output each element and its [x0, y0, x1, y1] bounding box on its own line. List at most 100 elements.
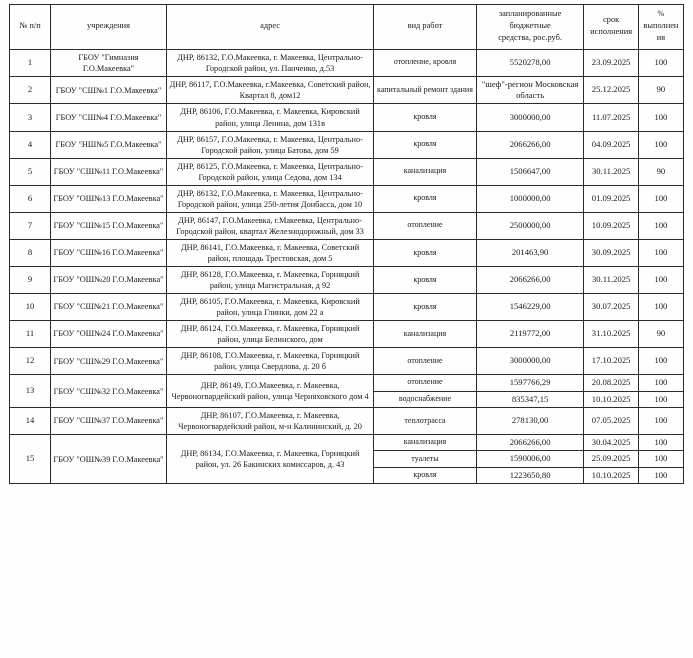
table-row: 2 ГБОУ "СШ№1 Г.О.Макеевка" ДНР, 86117, Г.О…: [8, 75, 685, 105]
column-header-budget: запланированные бюджетные средства, рос.…: [475, 4, 585, 50]
cell-deadline: 20.08.2025: [583, 374, 639, 392]
cell-budget: "шеф"-регион Московская область: [475, 75, 585, 105]
cell-institution: ГБОУ "СШ№15 Г.О.Макеевка": [50, 211, 167, 240]
table-header: № п/п учреждения адрес вид работ заплани…: [8, 4, 685, 50]
cell-deadline: 17.10.2025: [583, 347, 639, 376]
table-row: 4 ГБОУ "НШ№5 Г.О.Макеевка" ДНР, 86157, Г.О…: [8, 130, 685, 159]
cell-address: ДНР, 86125, Г.О.Макеевка, г. Макеевка, Ц…: [165, 157, 375, 186]
cell-work-type: канализация: [373, 433, 477, 452]
cell-percent: 100: [637, 390, 685, 408]
cell-percent: 100: [637, 238, 685, 267]
cell-deadline: 25.09.2025: [583, 450, 639, 468]
cell-deadline: 23.09.2025: [583, 48, 639, 77]
cell-deadline: 30.07.2025: [583, 292, 639, 321]
table-row: 15 ГБОУ "ОШ№39 Г.О.Макеевка" ДНР, 86134, Г…: [8, 433, 685, 485]
cell-address: ДНР, 86132, Г.О.Макеевка, г. Макеевка, Ц…: [165, 184, 375, 213]
table-row: 6 ГБОУ "ОШ№13 Г.О.Макеевка" ДНР, 86132, Г.…: [8, 184, 685, 213]
cell-number: 15: [8, 433, 52, 485]
cell-budget: 835347,15: [475, 390, 585, 408]
cell-percent: 100: [637, 347, 685, 376]
cell-institution: ГБОУ "СШ№29 Г.О.Макеевка": [50, 347, 167, 376]
table-row: 1 ГБОУ "Гимназия Г.О.Макеевка" ДНР, 86132,…: [8, 48, 685, 77]
cell-number: 6: [8, 184, 52, 213]
cell-institution: ГБОУ "СШ№21 Г.О.Макеевка": [50, 292, 167, 321]
header-text-percent-line3: ия: [656, 33, 666, 43]
cell-institution: ГБОУ "НШ№5 Г.О.Макеевка": [50, 130, 167, 159]
cell-percent: 100: [637, 292, 685, 321]
cell-budget: 201463,90: [475, 238, 585, 267]
table-row: 7 ГБОУ "СШ№15 Г.О.Макеевка" ДНР, 86147, Г.…: [8, 211, 685, 240]
cell-address: ДНР, 86107, Г.О.Макеевка, г. Макеевка, Ч…: [165, 406, 375, 436]
cell-institution: ГБОУ "ОШ№39 Г.О.Макеевка": [50, 433, 167, 485]
cell-deadline: 30.04.2025: [583, 433, 639, 452]
header-text-deadline-line1: срок: [603, 15, 620, 25]
cell-work-type: отопление, кровля: [373, 48, 477, 77]
header-text-address: адрес: [260, 21, 280, 31]
cell-budget: 2066266,00: [475, 265, 585, 294]
table-row: 12 ГБОУ "СШ№29 Г.О.Макеевка" ДНР, 86108, Г…: [8, 347, 685, 376]
cell-number: 7: [8, 211, 52, 240]
cell-address: ДНР, 86106, Г.О.Макеевка, г. Макеевка, К…: [165, 103, 375, 132]
column-header-deadline: срок исполнения: [583, 4, 639, 50]
cell-deadline: 10.10.2025: [583, 466, 639, 485]
cell-work-type: кровля: [373, 103, 477, 132]
table-row: кровля 1223650,80 10.10.2025 100: [10, 466, 685, 485]
header-text-budget-line3: средства, рос.руб.: [498, 33, 562, 43]
cell-institution: ГБОУ "ОШ№24 Г.О.Макеевка": [50, 319, 167, 349]
cell-institution: ГБОУ "СШ№11 Г.О.Макеевка": [50, 157, 167, 186]
cell-percent: 100: [637, 466, 685, 485]
cell-work-type: канализация: [373, 319, 477, 349]
cell-budget: 3000000,00: [475, 347, 585, 376]
cell-percent: 90: [637, 157, 685, 186]
cell-percent: 100: [637, 374, 685, 392]
cell-address: ДНР, 86149, Г.О.Макеевка, г. Макеевка, Ч…: [165, 374, 375, 408]
cell-budget: 3000000,00: [475, 103, 585, 132]
table-row: 5 ГБОУ "СШ№11 Г.О.Макеевка" ДНР, 86125, Г.…: [8, 157, 685, 186]
cell-institution: ГБОУ "СШ№16 Г.О.Макеевка": [50, 238, 167, 267]
cell-institution: ГБОУ "ОШ№13 Г.О.Макеевка": [50, 184, 167, 213]
cell-deadline: 10.10.2025: [583, 390, 639, 408]
column-header-address: адрес: [165, 4, 375, 50]
header-text-work-type: вид работ: [407, 21, 443, 31]
cell-institution: ГБОУ "СШ№37 Г.О.Макеевка": [50, 406, 167, 436]
cell-deadline: 01.09.2025: [583, 184, 639, 213]
cell-address: ДНР, 86128, Г.О.Макеевка, г. Макеевка, Г…: [165, 265, 375, 294]
table-body: 1 ГБОУ "Гимназия Г.О.Макеевка" ДНР, 86132,…: [8, 48, 685, 485]
cell-number: 3: [8, 103, 52, 132]
cell-institution: ГБОУ "СШ№32 Г.О.Макеевка": [50, 374, 167, 408]
cell-work-type: кровля: [373, 238, 477, 267]
table-row: 3 ГБОУ "СШ№4 Г.О.Макеевка" ДНР, 86106, Г.О…: [8, 103, 685, 132]
cell-work-type: отопление: [373, 347, 477, 376]
cell-deadline: 31.10.2025: [583, 319, 639, 349]
cell-percent: 100: [637, 265, 685, 294]
cell-number: 11: [8, 319, 52, 349]
cell-number: 5: [8, 157, 52, 186]
cell-work-type: кровля: [373, 265, 477, 294]
cell-number: 1: [8, 48, 52, 77]
cell-number: 2: [8, 75, 52, 105]
cell-address: ДНР, 86147, Г.О.Макеевка, г.Макеевка, Це…: [165, 211, 375, 240]
cell-deadline: 04.09.2025: [583, 130, 639, 159]
cell-institution: ГБОУ "СШ№4 Г.О.Макеевка": [50, 103, 167, 132]
cell-percent: 90: [637, 75, 685, 105]
cell-percent: 90: [637, 319, 685, 349]
cell-number: 9: [8, 265, 52, 294]
works-plan-table: № п/п учреждения адрес вид работ заплани…: [8, 4, 685, 485]
header-text-percent-line2: выполнен: [643, 21, 679, 31]
cell-budget: 1506647,00: [475, 157, 585, 186]
cell-address: ДНР, 86108, Г.О.Макеевка, г. Макеевка, Г…: [165, 347, 375, 376]
cell-percent: 100: [637, 211, 685, 240]
cell-work-type: кровля: [373, 184, 477, 213]
cell-work-type: туалеты: [373, 450, 477, 468]
cell-budget: 1590006,00: [475, 450, 585, 468]
cell-budget: 1546229,00: [475, 292, 585, 321]
cell-budget: 1597766,29: [475, 374, 585, 392]
cell-percent: 100: [637, 48, 685, 77]
cell-budget: 278130,00: [475, 406, 585, 436]
table-row: 13 ГБОУ "СШ№32 Г.О.Макеевка" ДНР, 86149, Г…: [8, 374, 685, 408]
cell-work-type: отопление: [373, 211, 477, 240]
cell-work-type: водоснабжение: [373, 390, 477, 408]
cell-work-type: капитальный ремонт здания: [373, 75, 477, 105]
cell-address: ДНР, 86134, Г.О.Макеевка, г. Макеевка, Г…: [165, 433, 375, 485]
